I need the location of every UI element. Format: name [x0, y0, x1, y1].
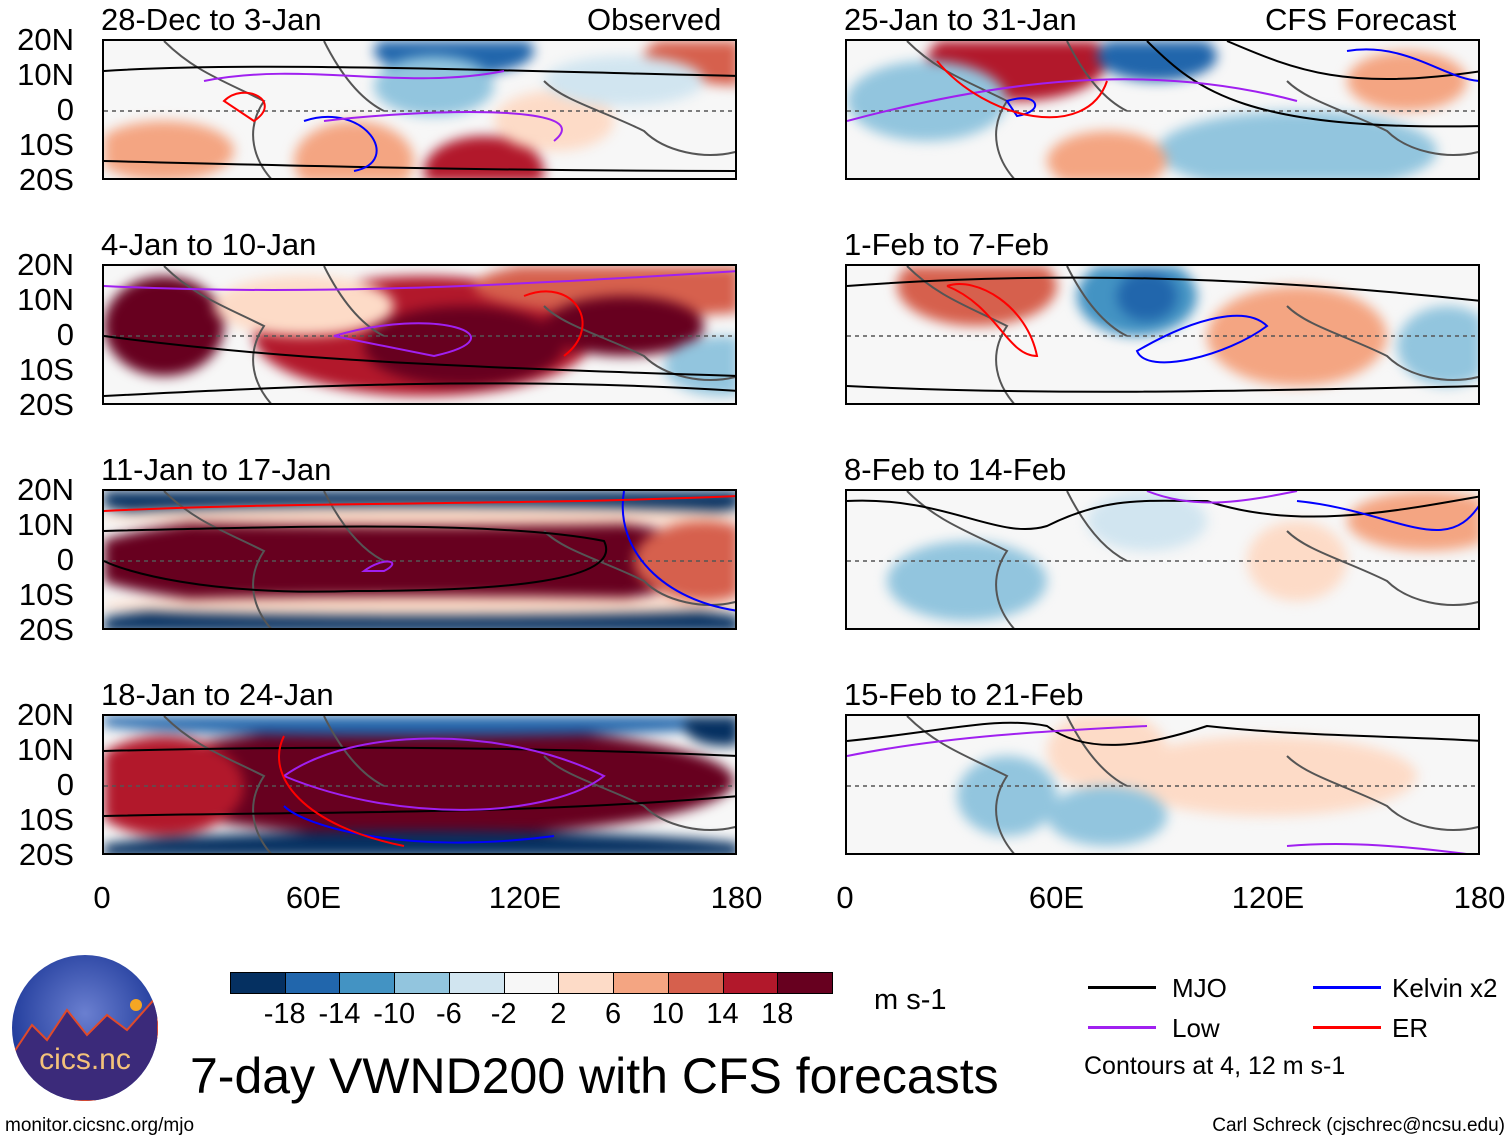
lat-label: 20N	[17, 472, 74, 507]
panel-title: 1-Feb to 7-Feb	[844, 227, 1050, 262]
colorbar-swatch	[284, 972, 341, 994]
lat-label: 20N	[17, 22, 74, 57]
colorbar-label: -2	[490, 998, 517, 1030]
lat-label: 0	[56, 767, 74, 802]
map-panel	[102, 489, 737, 630]
colorbar-swatch	[503, 972, 560, 994]
lat-label: 20N	[17, 247, 74, 282]
lon-label: 120E	[488, 880, 562, 915]
lat-label: 20S	[18, 162, 74, 197]
panel-title: 25-Jan to 31-Jan	[844, 2, 1077, 37]
panel-title: 28-Dec to 3-Jan	[101, 2, 322, 37]
colorbar-swatch	[558, 972, 615, 994]
colorbar-swatch	[613, 972, 669, 994]
colorbar-swatch	[394, 972, 450, 994]
map-panel	[102, 714, 737, 855]
lon-label: 0	[836, 880, 854, 915]
colorbar-swatch	[448, 972, 505, 994]
panel-title: 15-Feb to 21-Feb	[844, 677, 1084, 712]
legend-mjo-label: MJO	[1172, 973, 1227, 1003]
colorbar-swatch	[230, 972, 286, 994]
legend-low-line	[1088, 1026, 1156, 1029]
colorbar-swatch	[777, 972, 833, 994]
footer-credit: Carl Schreck (cjschrec@ncsu.edu)	[1212, 1115, 1505, 1136]
lon-label: 60E	[1028, 880, 1085, 915]
lon-label: 180	[1453, 880, 1506, 915]
lon-label: 0	[93, 880, 111, 915]
legend-kelvin-label: Kelvin x2	[1392, 973, 1498, 1003]
lat-label: 20S	[18, 612, 74, 647]
legend-low-label: Low	[1172, 1013, 1220, 1043]
panel-title: 11-Jan to 17-Jan	[101, 452, 332, 487]
figure-title: 7-day VWND200 with CFS forecasts	[190, 1048, 999, 1104]
lat-label: 0	[56, 542, 74, 577]
panel-title: 4-Jan to 10-Jan	[101, 227, 317, 262]
lat-label: 20N	[17, 697, 74, 732]
lat-label: 10N	[17, 507, 74, 542]
lon-label: 120E	[1231, 880, 1305, 915]
legend-kelvin-line	[1313, 986, 1381, 989]
map-panel	[845, 714, 1480, 855]
lat-label: 10N	[17, 732, 74, 767]
panel-title: 8-Feb to 14-Feb	[844, 452, 1067, 487]
map-panel	[845, 39, 1480, 180]
map-panel	[845, 489, 1480, 630]
colorbar-label: -6	[436, 998, 462, 1030]
panel-title: 18-Jan to 24-Jan	[101, 677, 334, 712]
logo-text: cics.nc	[39, 1043, 131, 1076]
colorbar-label: 2	[550, 998, 567, 1030]
map-panel	[102, 264, 737, 405]
map-panel	[102, 39, 737, 180]
colorbar-label: 10	[651, 998, 684, 1030]
observed-label: Observed	[587, 2, 722, 37]
lat-label: 10S	[18, 802, 74, 837]
colorbar-swatch	[667, 972, 724, 994]
lat-label: 10S	[18, 352, 74, 387]
colorbar-label: 18	[761, 998, 794, 1030]
lat-label: 10N	[17, 57, 74, 92]
footer-url: monitor.cicsnc.org/mjo	[5, 1115, 195, 1136]
cfs-forecast-label: CFS Forecast	[1265, 2, 1457, 37]
map-panel	[845, 264, 1480, 405]
colorbar-label: 6	[605, 998, 622, 1030]
colorbar-units: m s-1	[874, 984, 947, 1016]
lat-label: 0	[56, 92, 74, 127]
lon-label: 180	[710, 880, 763, 915]
lat-label: 10S	[18, 127, 74, 162]
mountain-icon	[12, 993, 158, 1101]
colorbar-swatch	[722, 972, 779, 994]
colorbar-label: 14	[706, 998, 739, 1030]
legend-er-label: ER	[1392, 1013, 1429, 1043]
legend-er-line	[1313, 1026, 1381, 1029]
contour-note: Contours at 4, 12 m s-1	[1084, 1052, 1346, 1080]
colorbar-label: -14	[318, 998, 361, 1030]
lat-label: 20S	[18, 837, 74, 872]
colorbar-label: -10	[373, 998, 416, 1030]
legend-mjo-line	[1088, 986, 1156, 989]
colorbar-swatch	[339, 972, 396, 994]
lon-label: 60E	[285, 880, 342, 915]
lat-label: 10S	[18, 577, 74, 612]
lat-label: 10N	[17, 282, 74, 317]
lat-label: 0	[56, 317, 74, 352]
lat-label: 20S	[18, 387, 74, 422]
colorbar-label: -18	[263, 998, 306, 1030]
cics-logo: cics.nc	[12, 955, 158, 1101]
